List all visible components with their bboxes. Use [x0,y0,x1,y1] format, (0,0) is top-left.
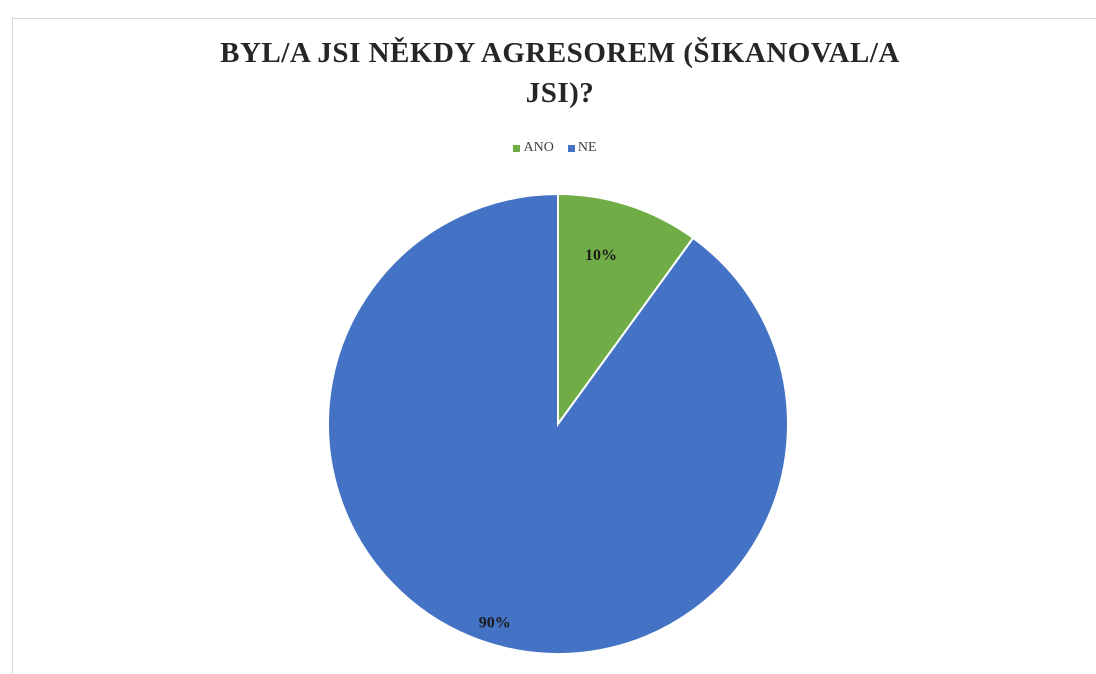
legend-item-ne: NE [567,140,597,156]
chart-title: BYL/A JSI NĚKDY AGRESOREM (ŠIKANOVAL/A J… [60,33,1060,113]
legend-swatch-ano [513,144,521,152]
legend-label-ne: NE [577,140,597,155]
legend-swatch-ne [567,144,575,152]
data-label-ne: 90% [479,614,511,631]
data-label-ano: 10% [585,247,617,264]
pie-labels: 10% 90% [479,247,617,631]
chart-title-line-2: JSI)? [525,77,595,109]
chart-title-line-1: BYL/A JSI NĚKDY AGRESOREM (ŠIKANOVAL/A [220,37,900,69]
chart-legend: ANO NE [0,140,1096,156]
legend-item-ano: ANO [513,140,554,156]
legend-label-ano: ANO [523,140,554,155]
pie-slices [327,192,789,655]
pie-slice-ne [327,192,789,655]
pie-slice-ano [557,192,695,428]
